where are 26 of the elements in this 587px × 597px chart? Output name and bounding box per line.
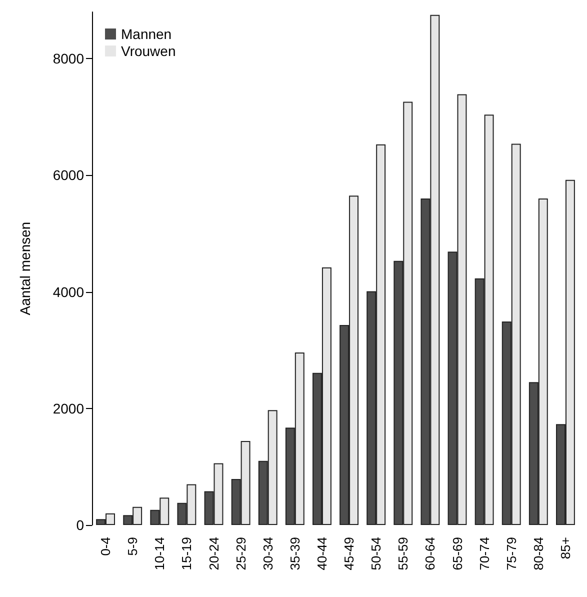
y-tick-label: 4000 bbox=[52, 284, 84, 300]
x-tick-label: 70-74 bbox=[476, 537, 492, 570]
x-tick-label: 15-19 bbox=[179, 537, 194, 570]
legend-label: Mannen bbox=[121, 26, 172, 42]
legend-label: Vrouwen bbox=[121, 43, 176, 59]
y-axis-title: Aantal mensen bbox=[17, 222, 33, 316]
x-tick-label: 40-44 bbox=[314, 537, 330, 570]
x-tick-label: 35-39 bbox=[287, 537, 302, 570]
x-tick-label: 75-79 bbox=[504, 537, 519, 570]
x-tick-label: 80-84 bbox=[530, 537, 546, 570]
x-tick-label: 50-54 bbox=[368, 537, 384, 570]
y-tick-label: 0 bbox=[76, 517, 84, 533]
x-tick-label: 10-14 bbox=[152, 537, 168, 570]
x-tick-label: 65-69 bbox=[450, 537, 465, 570]
y-tick-label: 6000 bbox=[52, 167, 84, 184]
x-tick-label: 45-49 bbox=[342, 537, 357, 570]
x-tick-label: 85+ bbox=[558, 537, 573, 560]
x-tick-label: 20-24 bbox=[206, 537, 222, 570]
y-tick-label: 2000 bbox=[52, 400, 84, 416]
x-tick-label: 55-59 bbox=[396, 537, 411, 570]
x-tick-label: 30-34 bbox=[260, 537, 276, 570]
x-tick-label: 25-29 bbox=[233, 537, 248, 570]
x-tick-label: 0-4 bbox=[98, 537, 114, 556]
x-tick-label: 5-9 bbox=[125, 537, 140, 556]
y-tick-label: 8000 bbox=[52, 50, 84, 67]
x-tick-label: 60-64 bbox=[422, 537, 438, 570]
